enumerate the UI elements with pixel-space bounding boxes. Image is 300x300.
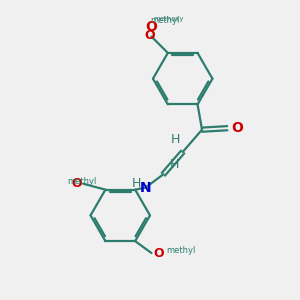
Text: O: O	[146, 20, 158, 34]
Text: methyl: methyl	[67, 177, 96, 186]
Text: O: O	[231, 121, 243, 135]
Text: methyl: methyl	[150, 16, 179, 25]
Text: H: H	[170, 133, 180, 146]
Text: H: H	[169, 158, 179, 171]
Text: methoxy: methoxy	[153, 16, 184, 22]
Text: H: H	[132, 177, 141, 190]
Text: O: O	[71, 177, 82, 190]
Text: methyl: methyl	[166, 246, 196, 255]
Text: N: N	[140, 181, 152, 195]
Text: O: O	[153, 247, 164, 260]
Text: O: O	[145, 28, 155, 42]
